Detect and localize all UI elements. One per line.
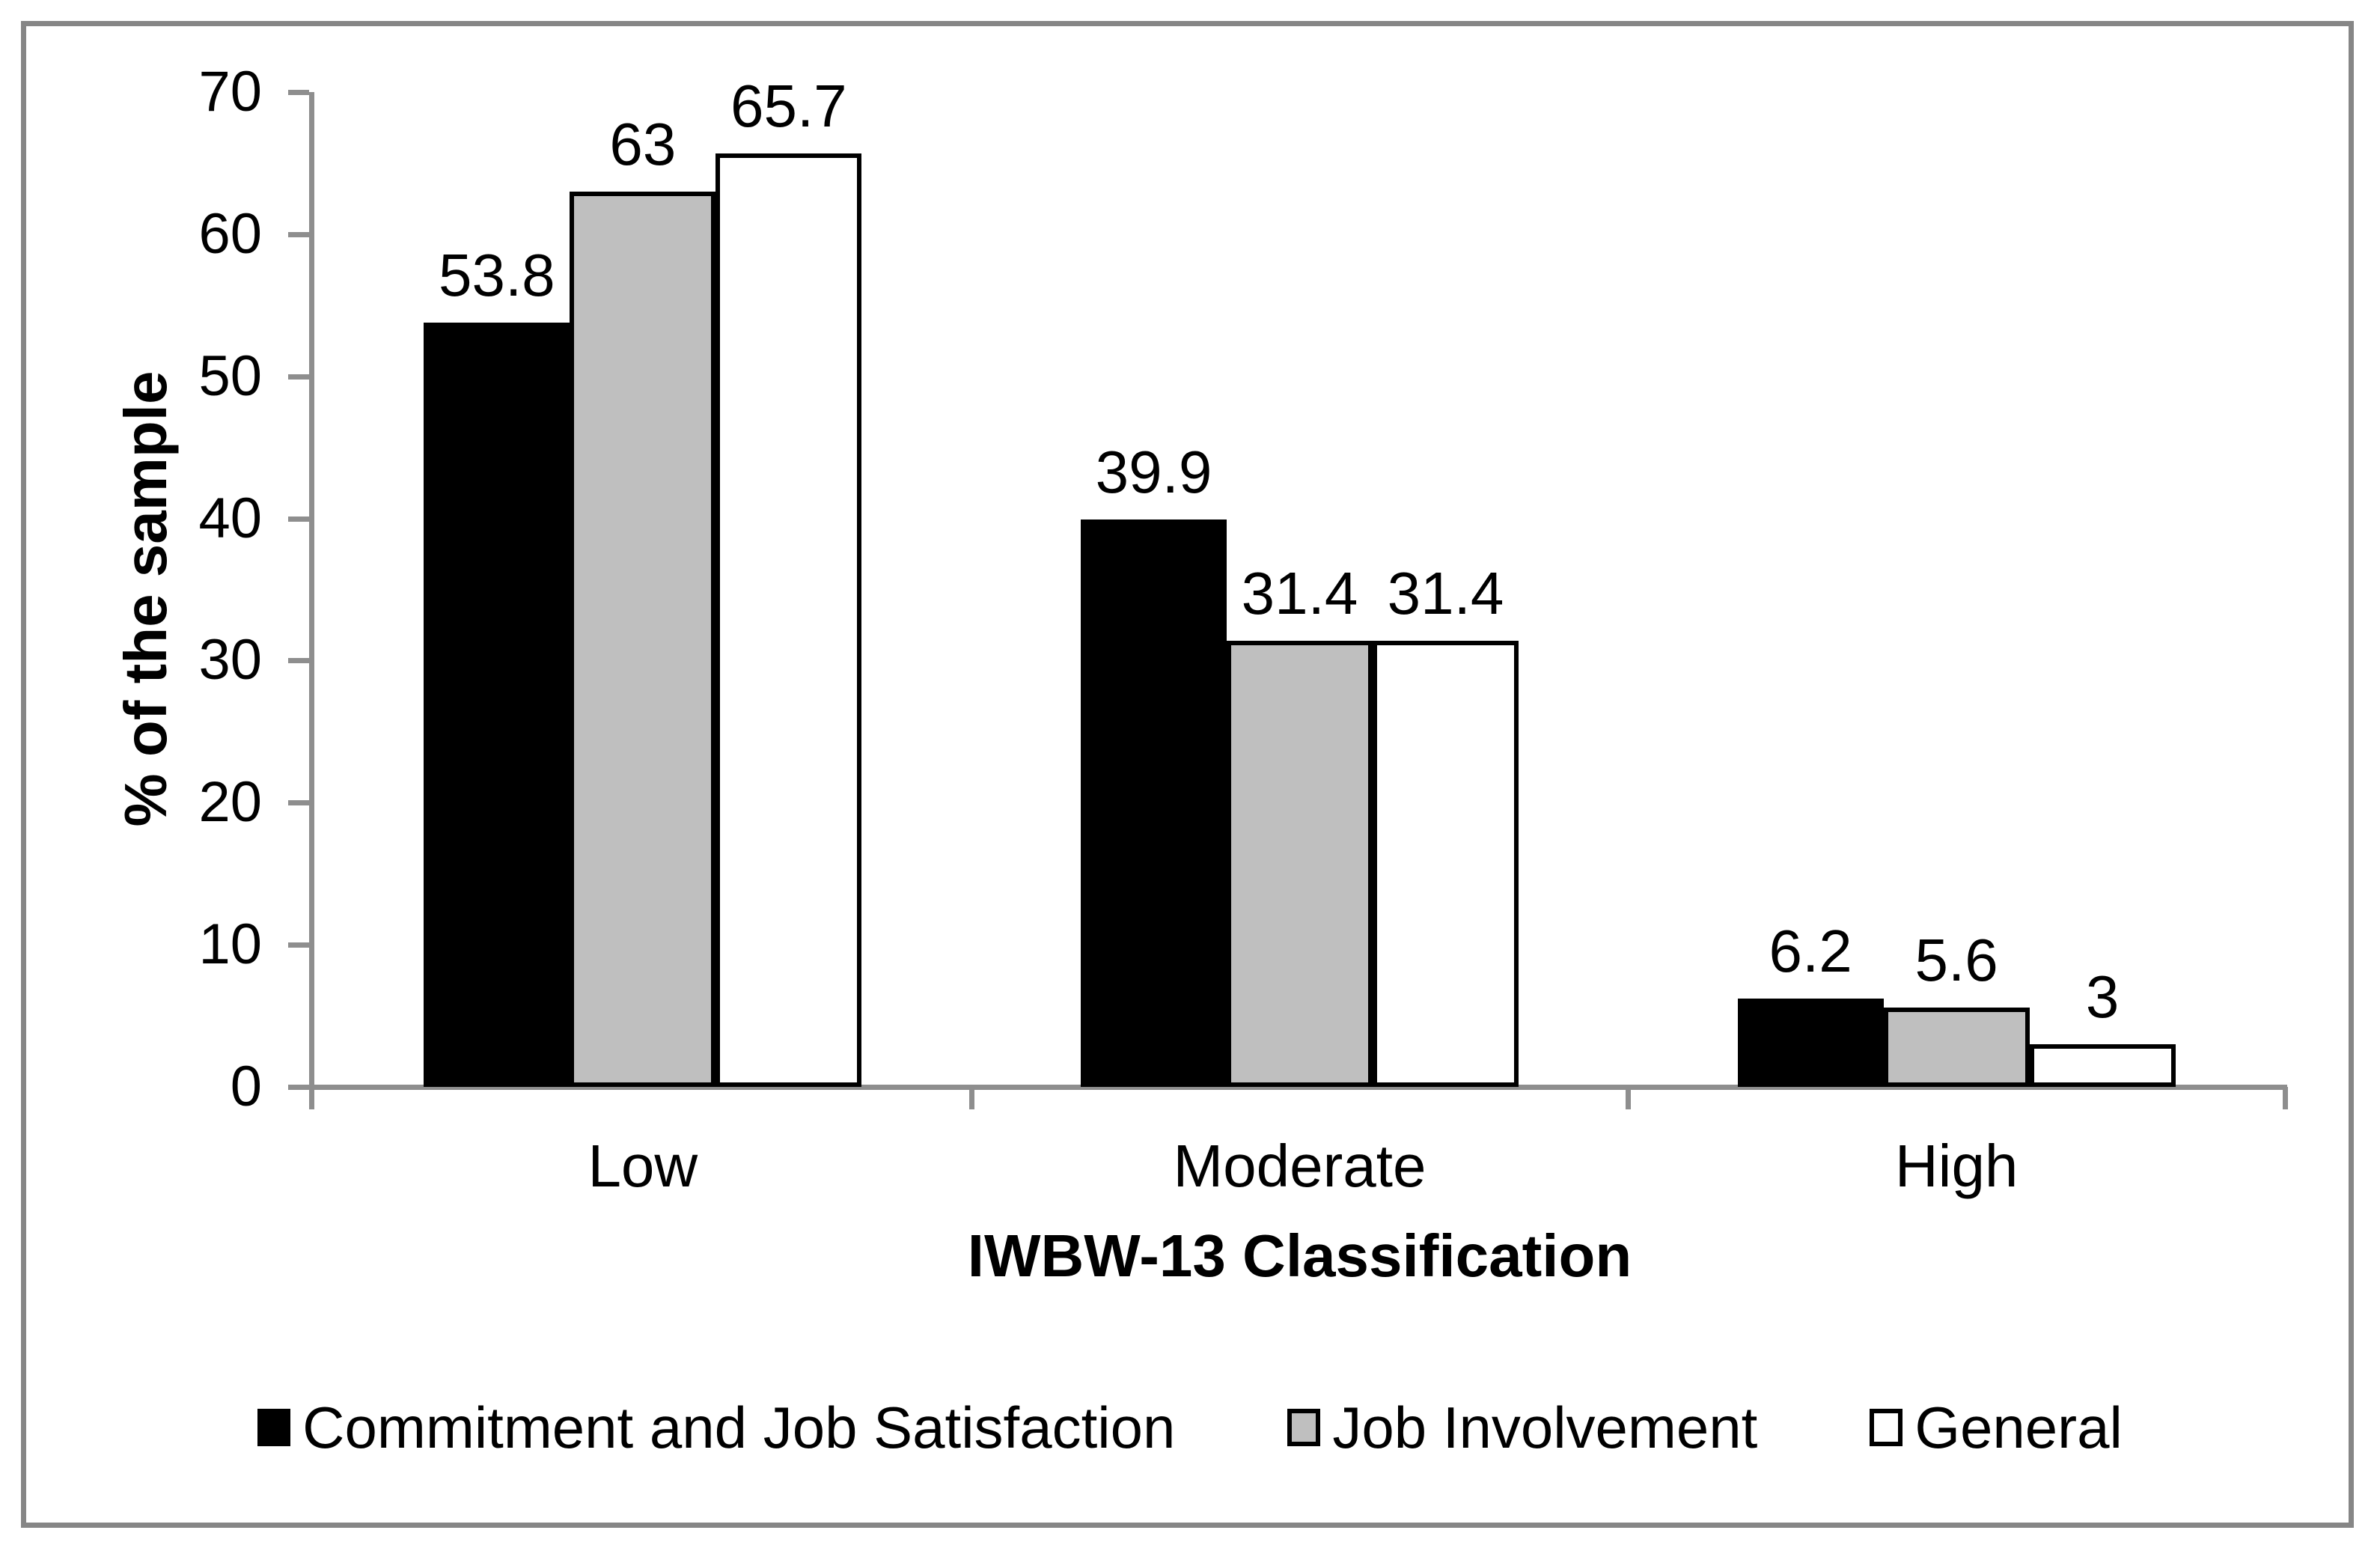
bar <box>1737 999 1884 1087</box>
x-axis-line <box>309 1085 2287 1090</box>
legend-label: General <box>1914 1395 2123 1460</box>
y-tick-label: 30 <box>198 628 262 692</box>
bar <box>1081 519 1227 1087</box>
legend-swatch-icon <box>1870 1409 1903 1446</box>
bar <box>715 153 862 1087</box>
y-tick <box>288 374 309 380</box>
y-tick <box>288 231 309 237</box>
y-axis-line <box>309 92 314 1109</box>
y-tick <box>288 90 309 95</box>
y-tick-label: 0 <box>230 1055 262 1118</box>
bar <box>424 322 570 1087</box>
bar-value-label: 31.4 <box>1241 559 1358 627</box>
category-label: High <box>1894 1133 2019 1199</box>
bar-value-label: 65.7 <box>730 72 847 139</box>
y-tick-label: 70 <box>198 60 262 124</box>
legend-swatch-icon <box>1287 1409 1321 1446</box>
bar <box>1883 1007 2030 1087</box>
y-tick <box>288 516 309 522</box>
legend: Commitment and Job Satisfaction Job Invol… <box>45 1394 2335 1461</box>
x-axis-title: IWBW-13 Classification <box>967 1222 1632 1289</box>
bar-value-label: 5.6 <box>1914 926 1998 993</box>
bar-value-label: 63 <box>609 110 677 177</box>
bar-value-label: 39.9 <box>1095 439 1212 506</box>
bar <box>1227 640 1373 1087</box>
category-label: Low <box>588 1133 698 1199</box>
legend-swatch-icon <box>257 1409 291 1446</box>
bar-value-label: 53.8 <box>438 241 555 308</box>
legend-item: Commitment and Job Satisfaction <box>257 1394 1175 1461</box>
y-tick <box>288 800 309 806</box>
bar-value-label: 6.2 <box>1769 918 1852 985</box>
y-tick <box>288 1085 309 1090</box>
legend-label: Commitment and Job Satisfaction <box>302 1395 1176 1460</box>
bar-value-label: 31.4 <box>1387 559 1504 627</box>
legend-label: Job Involvement <box>1332 1395 1758 1460</box>
x-tick <box>2283 1087 2288 1109</box>
y-tick <box>288 658 309 664</box>
y-tick <box>288 942 309 948</box>
legend-item: Job Involvement <box>1287 1394 1757 1461</box>
legend-item: General <box>1870 1394 2123 1461</box>
y-tick-label: 20 <box>198 770 262 835</box>
bar-value-label: 3 <box>2085 963 2120 1031</box>
bar <box>1373 640 1519 1087</box>
bar <box>570 191 716 1087</box>
x-tick <box>1626 1087 1632 1109</box>
y-axis-title: % of the sample <box>112 371 179 827</box>
chart-border-frame <box>21 21 2354 1528</box>
x-tick <box>968 1087 974 1109</box>
bar <box>2029 1044 2176 1087</box>
category-label: Moderate <box>1173 1133 1427 1199</box>
y-tick-label: 50 <box>198 344 262 408</box>
y-tick-label: 60 <box>198 201 262 266</box>
y-tick-label: 40 <box>198 486 262 550</box>
y-tick-label: 10 <box>198 912 262 977</box>
